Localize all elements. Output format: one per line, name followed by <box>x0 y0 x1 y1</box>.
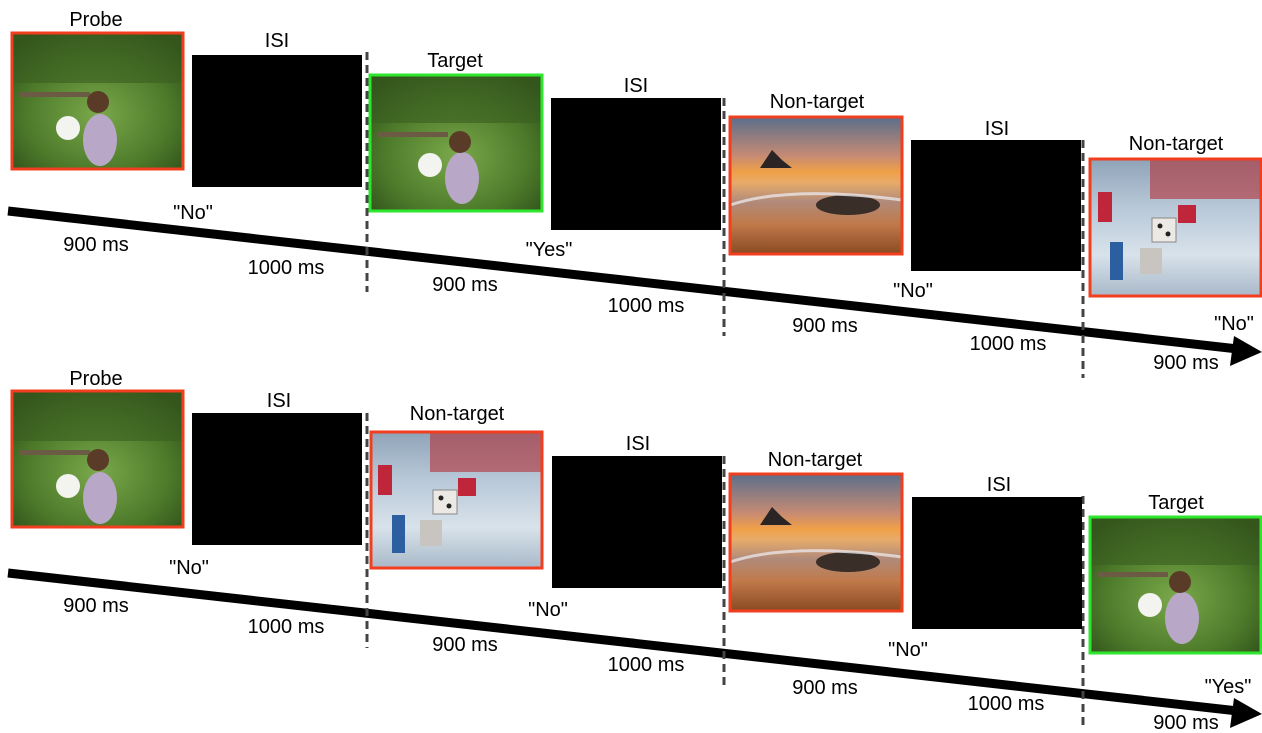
stimulus-image-dice <box>369 430 544 570</box>
stimulus-label: ISI <box>626 433 650 455</box>
duration-label: 1000 ms <box>248 257 325 279</box>
response-label: "No" <box>893 280 933 302</box>
duration-label: 900 ms <box>432 274 498 296</box>
stimulus-label: Non-target <box>768 449 863 471</box>
response-label: "No" <box>169 557 209 579</box>
duration-label: 900 ms <box>792 315 858 337</box>
duration-label: 900 ms <box>1153 712 1219 733</box>
stimulus-image-sunset <box>728 115 904 256</box>
stimulus-label: ISI <box>985 118 1009 140</box>
isi-blank-screen <box>192 413 362 545</box>
duration-label: 900 ms <box>63 234 129 256</box>
stimulus-label: Probe <box>69 368 122 390</box>
isi-blank-screen <box>192 55 362 187</box>
duration-label: 1000 ms <box>608 654 685 676</box>
stimulus-label: ISI <box>267 390 291 412</box>
stimulus-label: ISI <box>987 474 1011 496</box>
duration-label: 1000 ms <box>970 333 1047 355</box>
duration-label: 1000 ms <box>968 693 1045 715</box>
trial-row-2: Probe ISI Non-target ISI <box>7 368 1262 733</box>
duration-label: 900 ms <box>792 677 858 699</box>
response-label: "Yes" <box>1205 676 1252 698</box>
stimulus-label: ISI <box>624 75 648 97</box>
stimulus-label: ISI <box>265 30 289 52</box>
time-arrow-row-1 <box>7 206 1239 354</box>
response-label: "No" <box>1214 313 1254 335</box>
response-label: "No" <box>173 202 213 224</box>
isi-blank-screen <box>552 456 722 588</box>
duration-label: 900 ms <box>63 595 129 617</box>
stimulus-image-garden <box>1088 515 1262 655</box>
stimulus-label: Target <box>1148 492 1204 514</box>
duration-label: 900 ms <box>432 634 498 656</box>
response-label: "No" <box>888 639 928 661</box>
stimulus-label: Target <box>427 50 483 72</box>
stimulus-label: Non-target <box>1129 133 1224 155</box>
stimulus-image-sunset <box>728 472 904 613</box>
time-arrow-row-2 <box>7 568 1239 716</box>
duration-label: 900 ms <box>1153 352 1219 374</box>
stimulus-image-garden <box>10 31 185 171</box>
time-arrowhead-row-1 <box>1230 336 1262 366</box>
isi-blank-screen <box>551 98 721 230</box>
duration-label: 1000 ms <box>608 295 685 317</box>
trial-row-1: Probe ISI Target ISI Non-target <box>7 9 1262 378</box>
isi-blank-screen <box>912 497 1082 629</box>
stimulus-label: Non-target <box>770 91 865 113</box>
stimulus-label: Non-target <box>410 403 505 425</box>
stimulus-label: Probe <box>69 9 122 31</box>
stimulus-image-garden <box>368 73 544 213</box>
response-label: "No" <box>528 599 568 621</box>
stimulus-image-dice <box>1088 157 1262 298</box>
isi-blank-screen <box>911 140 1081 271</box>
stimulus-image-garden <box>10 389 185 529</box>
time-arrowhead-row-2 <box>1230 698 1262 728</box>
duration-label: 1000 ms <box>248 616 325 638</box>
response-label: "Yes" <box>526 239 573 261</box>
